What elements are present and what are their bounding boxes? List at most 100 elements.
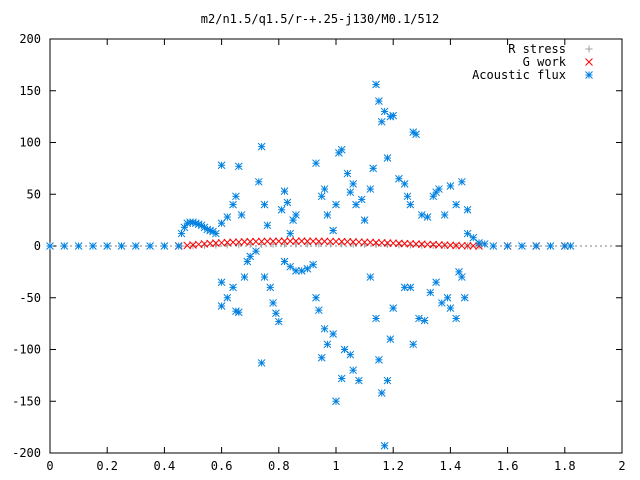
data-point-acoustic-flux <box>286 262 295 271</box>
data-point-acoustic-flux <box>457 273 466 281</box>
y-tick-label: 150 <box>19 84 41 98</box>
data-point-acoustic-flux <box>257 142 266 151</box>
data-point-g-work <box>263 237 272 246</box>
data-point-acoustic-flux <box>260 273 269 281</box>
data-point-acoustic-flux <box>420 316 429 325</box>
data-point-g-work <box>366 238 375 247</box>
data-point-acoustic-flux <box>260 200 269 209</box>
data-point-g-work <box>332 237 340 246</box>
legend-marker <box>585 58 593 66</box>
y-tick-label: 100 <box>19 136 41 150</box>
data-point-acoustic-flux <box>372 80 380 89</box>
data-point-g-work <box>274 237 283 246</box>
data-point-acoustic-flux <box>74 242 83 250</box>
data-point-acoustic-flux <box>323 211 332 219</box>
data-point-g-work <box>286 237 295 245</box>
data-point-acoustic-flux <box>377 117 386 126</box>
data-point-acoustic-flux <box>383 376 392 385</box>
y-tick-label: 0 <box>34 239 41 253</box>
data-point-g-work <box>326 237 335 246</box>
data-point-acoustic-flux <box>237 211 246 219</box>
data-point-acoustic-flux <box>217 219 226 228</box>
data-point-acoustic-flux <box>389 111 398 120</box>
data-point-acoustic-flux <box>229 200 237 209</box>
data-points <box>46 80 575 450</box>
data-point-acoustic-flux <box>303 264 312 273</box>
data-point-g-work <box>292 237 300 245</box>
data-point-acoustic-flux <box>386 335 395 344</box>
data-point-g-work <box>212 239 220 247</box>
data-point-acoustic-flux <box>194 220 203 229</box>
data-point-acoustic-flux <box>329 330 337 338</box>
data-point-acoustic-flux <box>440 211 449 219</box>
data-point-acoustic-flux <box>131 242 140 250</box>
data-point-acoustic-flux <box>329 226 337 235</box>
data-point-acoustic-flux <box>343 169 352 178</box>
data-point-g-work <box>435 241 443 249</box>
data-point-acoustic-flux <box>377 389 386 397</box>
x-tick-label: 2 <box>618 459 625 473</box>
data-point-acoustic-flux <box>346 350 355 359</box>
data-point-g-work <box>337 237 346 246</box>
data-point-g-work <box>320 237 329 246</box>
data-point-g-work <box>400 239 409 248</box>
x-tick-label: 1.6 <box>497 459 519 473</box>
data-point-acoustic-flux <box>309 260 317 269</box>
data-point-acoustic-flux <box>337 374 346 383</box>
data-point-acoustic-flux <box>403 192 412 201</box>
legend-marker <box>585 45 593 53</box>
data-point-acoustic-flux <box>435 185 443 193</box>
data-point-g-work <box>463 241 472 250</box>
x-tick-label: 1.8 <box>554 459 576 473</box>
data-point-g-work <box>217 238 226 247</box>
data-point-acoustic-flux <box>117 242 126 250</box>
data-point-g-work <box>343 237 352 246</box>
data-point-g-work <box>457 241 466 250</box>
data-point-acoustic-flux <box>320 185 329 193</box>
data-point-g-work <box>429 240 438 249</box>
data-point-g-work <box>257 237 266 246</box>
x-tick-label: 0.8 <box>268 459 290 473</box>
x-tick-label: 0 <box>46 459 53 473</box>
data-point-acoustic-flux <box>426 288 435 297</box>
data-point-r-stress <box>406 241 414 249</box>
data-point-r-stress <box>383 241 391 249</box>
y-tick-label: -100 <box>12 343 41 357</box>
data-point-acoustic-flux <box>346 188 355 197</box>
data-point-acoustic-flux <box>234 162 243 171</box>
data-point-acoustic-flux <box>349 180 358 188</box>
data-point-acoustic-flux <box>455 268 463 276</box>
data-point-g-work <box>446 241 455 250</box>
data-point-acoustic-flux <box>312 293 320 302</box>
data-point-g-work <box>234 238 243 246</box>
x-tick-label: 0.4 <box>154 459 176 473</box>
data-point-acoustic-flux <box>286 229 295 238</box>
data-point-g-work <box>314 237 323 246</box>
data-point-acoustic-flux <box>463 229 472 238</box>
chart-title: m2/n1.5/q1.5/r-+.25-j130/M0.1/512 <box>201 12 439 26</box>
data-point-acoustic-flux <box>452 314 460 323</box>
data-point-acoustic-flux <box>217 302 226 310</box>
data-point-acoustic-flux <box>257 359 266 367</box>
data-point-acoustic-flux <box>217 161 226 170</box>
data-point-g-work <box>406 239 415 248</box>
data-point-acoustic-flux <box>177 229 186 238</box>
data-point-acoustic-flux <box>280 187 289 195</box>
data-point-acoustic-flux <box>372 314 380 323</box>
data-point-acoustic-flux <box>274 317 283 326</box>
data-point-acoustic-flux <box>383 154 392 162</box>
data-point-g-work <box>240 238 249 246</box>
data-point-acoustic-flux <box>332 397 340 406</box>
data-point-g-work <box>383 239 392 247</box>
data-point-g-work <box>349 238 358 246</box>
data-point-acoustic-flux <box>283 198 292 207</box>
data-point-acoustic-flux <box>443 293 452 302</box>
data-point-g-work <box>355 238 363 246</box>
data-point-acoustic-flux <box>429 192 438 201</box>
data-point-g-work <box>303 237 312 246</box>
data-point-acoustic-flux <box>252 247 260 256</box>
data-point-acoustic-flux <box>312 159 320 168</box>
x-tick-label: 0.6 <box>211 459 233 473</box>
data-point-g-work <box>297 237 306 245</box>
